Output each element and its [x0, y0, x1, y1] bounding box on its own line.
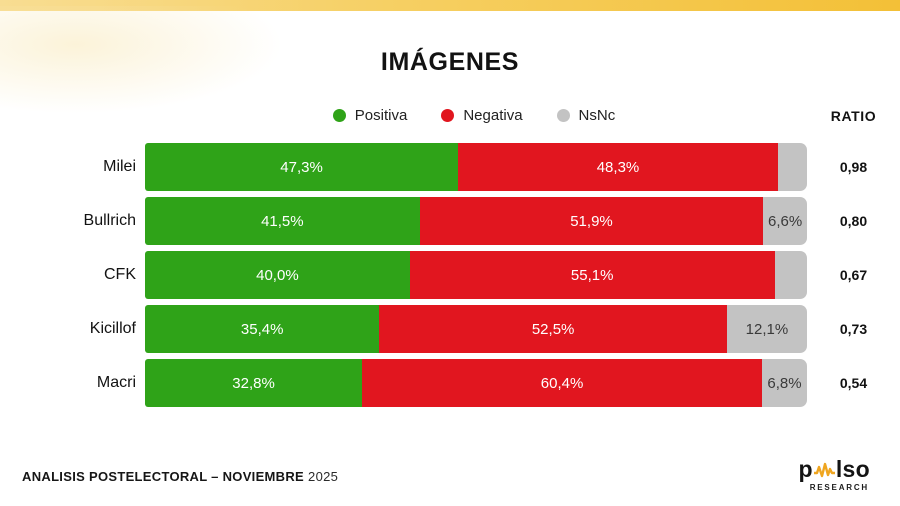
- segment-value-label: 55,1%: [570, 266, 614, 284]
- chart-title: IMÁGENES: [380, 48, 520, 76]
- positiva-dot-icon: [332, 109, 346, 122]
- footer-note: ANALISIS POSTELECTORAL – NOVIEMBRE 2025: [22, 469, 338, 484]
- bar-segment-negativa: 51,9%: [419, 197, 764, 245]
- segment-value-label: 6,8%: [767, 374, 802, 392]
- negativa-dot-icon: [441, 109, 455, 122]
- bar-segment-nsnc: 6,6%: [763, 197, 807, 245]
- stacked-bar: 47,3% 48,3%: [145, 143, 807, 191]
- bar-segment-nsnc: 6,8%: [761, 359, 807, 407]
- stacked-bar: 32,8% 60,4% 6,8%: [145, 359, 807, 407]
- category-label: Bullrich: [83, 212, 136, 229]
- segment-value-label: 51,9%: [570, 212, 613, 230]
- segment-value-label: 35,4%: [240, 320, 284, 338]
- legend-label-nsnc: NsNc: [578, 107, 616, 124]
- logo-text-p: p: [798, 456, 813, 482]
- stacked-bar: 40,0% 55,1%: [145, 251, 807, 299]
- category-label: Milei: [103, 158, 136, 175]
- bar-segment-nsnc: [774, 251, 807, 299]
- top-accent-band: [0, 0, 900, 11]
- footer-label: ANALISIS POSTELECTORAL – NOVIEMBRE: [22, 469, 305, 484]
- segment-value-label: 41,5%: [261, 212, 304, 230]
- bar-segment-positiva: 47,3%: [145, 143, 459, 191]
- category-label: Macri: [96, 374, 136, 391]
- legend-item-nsnc: NsNc: [556, 107, 616, 124]
- logo-subtitle: RESEARCH: [809, 483, 869, 492]
- ratio-value: 0,80: [839, 213, 868, 229]
- stacked-bar-chart: Milei 47,3% 48,3% 0,98 Bullrich 41,5% 51,9% 6,6…: [0, 143, 900, 413]
- bar-row-macri: Macri 32,8% 60,4% 6,8% 0,54: [0, 359, 900, 407]
- legend: Positiva Negativa NsNc: [0, 107, 900, 124]
- segment-value-label: 48,3%: [596, 158, 640, 176]
- bar-segment-positiva: 40,0%: [145, 251, 410, 299]
- stacked-bar: 41,5% 51,9% 6,6%: [145, 197, 807, 245]
- bar-segment-negativa: 55,1%: [409, 251, 775, 299]
- bar-segment-positiva: 32,8%: [145, 359, 363, 407]
- segment-value-label: 52,5%: [531, 320, 575, 338]
- pulso-research-logo: p lso RESEARCH: [799, 458, 871, 493]
- bar-segment-negativa: 60,4%: [362, 359, 762, 407]
- ratio-value: 0,67: [839, 267, 868, 283]
- legend-label-negativa: Negativa: [463, 107, 523, 124]
- stacked-bar: 35,4% 52,5% 12,1%: [145, 305, 807, 353]
- logo-wordmark: p lso: [799, 458, 871, 481]
- bar-row-bullrich: Bullrich 41,5% 51,9% 6,6% 0,80: [0, 197, 900, 245]
- legend-label-positiva: Positiva: [354, 107, 408, 124]
- bar-segment-nsnc: 12,1%: [726, 305, 807, 353]
- nsnc-dot-icon: [556, 109, 570, 122]
- segment-value-label: 6,6%: [768, 212, 803, 230]
- bar-segment-positiva: 35,4%: [145, 305, 380, 353]
- bar-segment-nsnc: [777, 143, 807, 191]
- segment-value-label: 12,1%: [745, 320, 789, 338]
- segment-value-label: 60,4%: [540, 374, 584, 392]
- bar-segment-negativa: 52,5%: [379, 305, 727, 353]
- legend-item-positiva: Positiva: [332, 107, 408, 124]
- footer-year: 2025: [308, 469, 339, 484]
- bar-row-cfk: CFK 40,0% 55,1% 0,67: [0, 251, 900, 299]
- logo-text-lso: lso: [835, 456, 870, 482]
- bar-segment-negativa: 48,3%: [458, 143, 778, 191]
- ratio-value: 0,73: [839, 321, 868, 337]
- legend-item-negativa: Negativa: [441, 107, 523, 124]
- segment-value-label: 40,0%: [256, 266, 299, 284]
- bar-row-milei: Milei 47,3% 48,3% 0,98: [0, 143, 900, 191]
- ratio-value: 0,98: [839, 159, 868, 175]
- category-label: CFK: [104, 266, 136, 283]
- ratio-value: 0,54: [839, 375, 868, 391]
- segment-value-label: 47,3%: [280, 158, 323, 176]
- segment-value-label: 32,8%: [232, 374, 275, 392]
- ratio-column-header: RATIO: [830, 108, 877, 124]
- category-label: Kicillof: [89, 320, 136, 337]
- pulse-waveform-icon: [813, 462, 835, 477]
- bar-segment-positiva: 41,5%: [145, 197, 420, 245]
- bar-row-kicillof: Kicillof 35,4% 52,5% 12,1% 0,73: [0, 305, 900, 353]
